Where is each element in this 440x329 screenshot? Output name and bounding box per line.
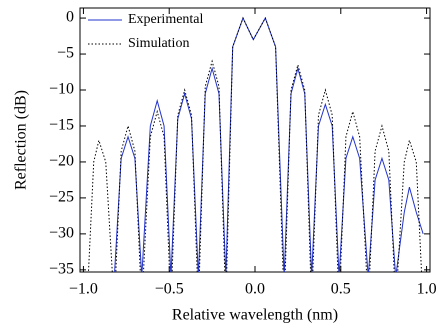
- series-line: [114, 16, 424, 272]
- y-axis-label: Reflection (dB): [13, 90, 30, 190]
- y-tick-label: −20: [49, 153, 74, 170]
- x-axis-label: Relative wavelength (nm): [172, 307, 338, 324]
- legend-label: Simulation: [128, 36, 189, 51]
- legend-label: Experimental: [128, 12, 204, 27]
- y-tick-label: −10: [49, 81, 74, 98]
- x-tick-label: 0.5: [331, 281, 351, 298]
- x-tick-label: −1.0: [69, 281, 98, 298]
- x-tick-label: −0.5: [155, 281, 184, 298]
- plot-area: [87, 16, 424, 272]
- y-tick-label: −5: [57, 45, 74, 62]
- y-tick-label: −25: [49, 189, 74, 206]
- y-tick-label: −35: [49, 261, 74, 278]
- y-tick-label: −15: [49, 117, 74, 134]
- x-tick-label: 0.0: [245, 281, 265, 298]
- y-tick-label: −30: [49, 225, 74, 242]
- series-line: [87, 16, 423, 272]
- x-tick-label: 1.0: [417, 281, 437, 298]
- y-tick-label: 0: [66, 9, 74, 26]
